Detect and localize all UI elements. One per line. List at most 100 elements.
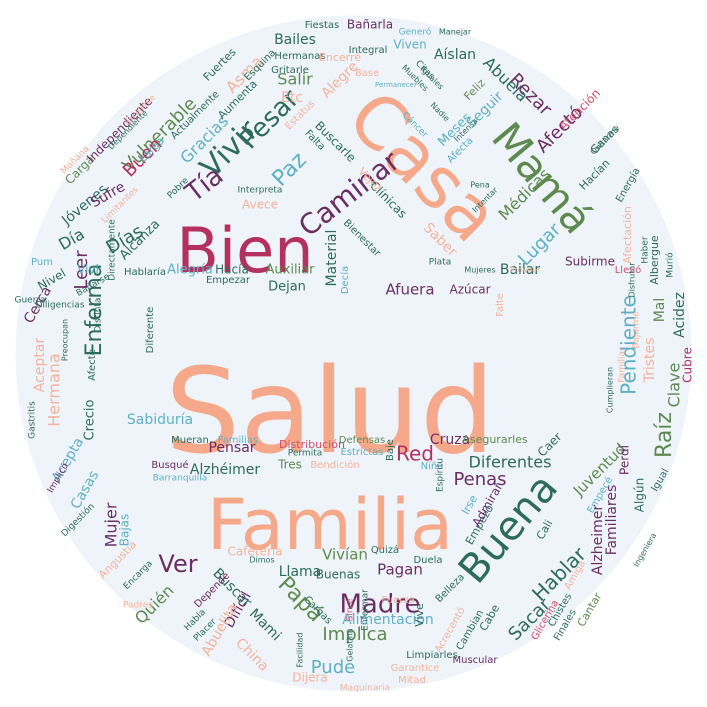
cloud-word: Cubre bbox=[681, 347, 695, 383]
cloud-word: Base bbox=[355, 68, 379, 79]
cloud-word: Ver bbox=[158, 550, 197, 578]
cloud-word: Madre bbox=[340, 590, 421, 620]
cloud-word: Implica bbox=[322, 624, 387, 645]
cloud-word: Encerré bbox=[319, 51, 361, 64]
cloud-word: Mueran bbox=[171, 435, 209, 446]
cloud-word: Pena bbox=[470, 181, 490, 190]
cloud-word: Busqué bbox=[151, 459, 188, 471]
cloud-word: Distinta bbox=[94, 298, 104, 333]
cloud-word: Alzhéimer bbox=[190, 462, 260, 478]
cloud-word: Bajas bbox=[118, 514, 132, 547]
cloud-word: Afectación bbox=[621, 206, 634, 264]
cloud-word: Limpiarles bbox=[406, 650, 458, 661]
cloud-word: Raíz bbox=[652, 412, 677, 458]
cloud-word: Haber bbox=[641, 236, 651, 264]
cloud-word: Permanecer bbox=[375, 81, 417, 89]
cloud-word: Pude bbox=[311, 657, 355, 678]
cloud-word: Fiestas bbox=[305, 20, 339, 31]
cloud-word: Familias bbox=[218, 435, 258, 446]
cloud-background-disc bbox=[15, 15, 692, 692]
cloud-word: Sabiduría bbox=[127, 412, 193, 428]
cloud-word: Disfrutar bbox=[628, 262, 637, 298]
cloud-word: Preocupan bbox=[61, 319, 70, 361]
cloud-word: Aceptar bbox=[32, 338, 48, 393]
cloud-word: Llama bbox=[279, 564, 322, 580]
cloud-word: Avece bbox=[242, 198, 278, 212]
cloud-word: Decía bbox=[339, 266, 351, 294]
cloud-word: Dimos bbox=[249, 556, 274, 565]
cloud-word: Gritarle bbox=[271, 65, 309, 76]
cloud-word: Barranquilla bbox=[153, 474, 208, 484]
cloud-word: Falte bbox=[495, 293, 506, 317]
cloud-word: Garantice bbox=[391, 663, 440, 674]
cloud-word: Alimentación bbox=[342, 612, 434, 628]
cloud-word: Manejar bbox=[439, 28, 472, 37]
cloud-word: Salir bbox=[277, 70, 313, 89]
cloud-word: Enfermar bbox=[361, 589, 371, 631]
cloud-word: Afuera bbox=[385, 281, 434, 299]
cloud-word: Directamente bbox=[108, 219, 118, 281]
cloud-word: Buenas bbox=[316, 568, 360, 582]
cloud-word: Maquinaria bbox=[340, 684, 390, 694]
cloud-word: Familiar bbox=[618, 347, 628, 383]
cloud-word: Diferentes bbox=[469, 453, 552, 472]
cloud-word: Pensar bbox=[208, 440, 255, 456]
cloud-word: Albergue bbox=[648, 235, 661, 285]
cloud-word: Quizá bbox=[371, 544, 399, 556]
cloud-word: Mujer bbox=[102, 502, 121, 547]
cloud-word: Bien bbox=[176, 214, 313, 287]
cloud-word: Bailar bbox=[500, 262, 541, 278]
cloud-word: Bañarla bbox=[347, 18, 393, 32]
cloud-word: Mal bbox=[652, 298, 668, 323]
cloud-word: Vivi bbox=[77, 263, 99, 277]
cloud-word: Cafetería bbox=[227, 545, 282, 559]
cloud-word: Aíslan bbox=[434, 47, 476, 63]
cloud-word: Defensas bbox=[339, 435, 385, 446]
cloud-word: Crecio bbox=[83, 400, 98, 441]
cloud-word: Niña bbox=[421, 461, 444, 472]
cloud-word: Hacía bbox=[215, 263, 249, 277]
cloud-word: Duela bbox=[413, 555, 442, 566]
cloud-word: Leer bbox=[71, 250, 92, 290]
cloud-word: Diferente bbox=[145, 307, 156, 354]
cloud-word: Viven bbox=[393, 38, 426, 52]
cloud-word: Guerra bbox=[15, 296, 46, 306]
cloud-word: Hablaría bbox=[124, 266, 166, 278]
cloud-word: Azúcar bbox=[450, 283, 491, 297]
cloud-word: Facilidad bbox=[296, 633, 305, 668]
cloud-word: Material bbox=[324, 230, 340, 287]
cloud-word: Hermanas bbox=[274, 51, 325, 62]
cloud-word: Murió bbox=[665, 252, 676, 278]
cloud-word: Dijera bbox=[292, 671, 328, 685]
cloud-word: Mitad bbox=[398, 675, 426, 686]
cloud-word: Vivían bbox=[322, 546, 368, 564]
cloud-word: Bendición bbox=[310, 459, 359, 471]
cloud-word: Gelatina bbox=[346, 628, 355, 662]
cloud-word: Pagan bbox=[377, 561, 423, 579]
cloud-word: Integral bbox=[349, 45, 388, 56]
cloud-word: Baje bbox=[385, 439, 396, 461]
cloud-word: Acidez bbox=[672, 292, 688, 338]
cloud-word: Interpreta bbox=[238, 186, 283, 196]
cloud-word: Perdí bbox=[618, 444, 632, 475]
cloud-word: Asegurarles bbox=[462, 433, 528, 446]
cloud-word: Dejan bbox=[268, 280, 306, 295]
cloud-word: Clave bbox=[665, 363, 684, 408]
cloud-word: Pum bbox=[31, 257, 53, 268]
cloud-word: Red bbox=[396, 442, 434, 466]
cloud-word: Familia bbox=[207, 484, 453, 566]
cloud-word: Hermana bbox=[45, 353, 64, 427]
cloud-word: Cumplieran bbox=[606, 367, 615, 413]
cloud-word: Algún bbox=[633, 478, 647, 512]
cloud-word: Auxiliar bbox=[266, 263, 316, 278]
cloud-word: Afecte bbox=[87, 349, 98, 381]
cloud-word: Tristes bbox=[642, 338, 658, 384]
cloud-word: Alzheimer bbox=[590, 505, 606, 575]
cloud-word: Diligencias bbox=[35, 301, 84, 311]
cloud-word: Empezar bbox=[206, 275, 251, 286]
cloud-word: Alegría bbox=[167, 263, 213, 278]
cloud-word: Generó bbox=[399, 27, 432, 38]
cloud-word: Permita bbox=[288, 449, 323, 459]
cloud-word: Subirme bbox=[565, 255, 615, 269]
